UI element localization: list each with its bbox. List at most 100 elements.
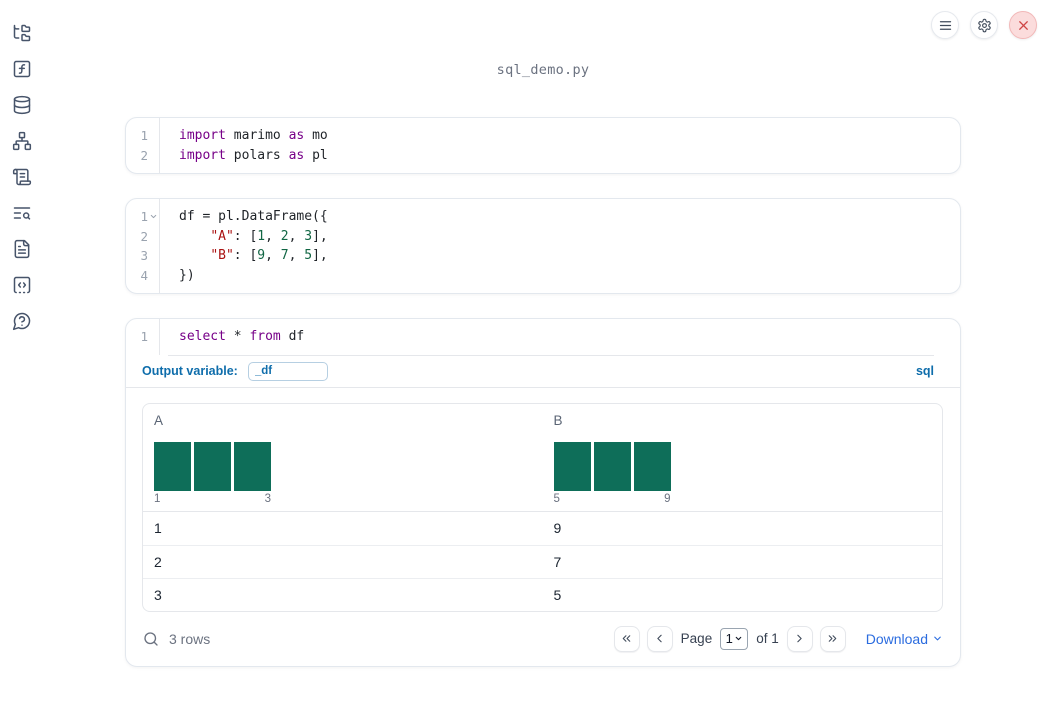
code-token: import [179,147,226,163]
column-header-a[interactable]: A 1 3 [143,404,543,511]
table-cell: 3 [154,586,162,603]
code-line: 1 import marimo as mo [126,126,960,146]
row-count: 3 rows [169,630,211,647]
code-token: , [265,228,281,244]
code-token: "B" [210,248,234,264]
sql-editor[interactable]: 1 select * from df [126,319,960,355]
code-token: : [ [233,228,258,244]
code-line: 3 "B": [9, 7, 5], [126,246,960,266]
close-icon [1018,20,1028,30]
fold-chevron-icon[interactable] [148,212,159,221]
download-label: Download [865,630,928,647]
code-token: "A" [210,228,234,244]
settings-button[interactable] [970,11,998,39]
scroll-text-icon[interactable] [12,167,32,187]
shutdown-button[interactable] [1009,11,1037,39]
sql-language-badge: sql [915,364,934,378]
sql-cell-footer: Output variable: sql [126,356,960,387]
code-token: 5 [304,248,313,264]
notebook-filename: sql_demo.py [496,62,590,78]
line-number: 1 [140,128,148,144]
code-token: import [179,128,226,144]
page-select-value: 1 [725,631,733,646]
prev-page-button[interactable] [646,625,673,652]
code-token: , [265,248,281,264]
pagination: Page 1 of 1 Download [613,625,943,652]
next-page-button[interactable] [786,625,813,652]
file-tree-icon[interactable] [12,23,32,43]
code-token: df [280,329,305,345]
table-row: 2 7 [143,544,942,578]
code-token: marimo [225,128,289,144]
histogram-bar [234,441,271,491]
chevron-right-icon [797,634,802,643]
notebook-actions [931,11,1037,39]
line-number: 4 [140,267,148,283]
file-text-icon[interactable] [12,239,32,259]
histogram-min-label: 5 [553,492,560,505]
code-line: 2 import polars as pl [126,146,960,166]
column-header-b[interactable]: B 5 9 [543,404,943,511]
code-editor[interactable]: 1 import marimo as mo 2 import polars as… [126,118,960,173]
code-token: : [ [233,248,258,264]
line-number: 2 [140,228,148,244]
page-of-label: of 1 [756,631,779,646]
code-token: select [179,329,226,345]
helper-panel-sidebar [0,0,44,713]
code-square-dashed-icon[interactable] [12,275,32,295]
column-name: B [553,412,563,428]
code-token: 9 [257,248,266,264]
table-cell: 2 [154,553,162,570]
table-cell: 5 [553,586,562,603]
code-token: from [249,329,281,345]
last-page-button[interactable] [819,625,846,652]
line-number: 1 [140,209,148,225]
column-histogram: 5 9 [553,441,671,505]
network-icon[interactable] [12,131,32,151]
code-token [179,248,210,263]
output-variable-input[interactable] [247,361,328,381]
code-line: 1 df = pl.DataFrame({ [126,207,960,227]
histogram-bar [553,441,591,491]
text-search-icon[interactable] [12,203,32,223]
table-body: 1 9 2 7 3 5 [143,510,942,611]
column-histogram: 1 3 [154,441,271,505]
histogram-max-label: 3 [264,492,271,505]
select-caret-icon [735,636,742,641]
page-select[interactable]: 1 [720,627,749,650]
download-button[interactable]: Download [866,631,943,647]
first-page-button[interactable] [613,625,640,652]
notebook-main: sql_demo.py 1 import marimo as mo 2 impo… [125,0,961,667]
menu-button[interactable] [931,11,959,39]
function-square-icon[interactable] [12,59,32,79]
code-token [179,229,210,244]
code-token: 1 [257,228,266,244]
code-token: ], [312,228,328,244]
table-row: 3 5 [143,577,942,611]
editor-divider [168,354,934,356]
search-icon[interactable] [142,630,160,648]
histogram-min-label: 1 [154,492,161,505]
histogram-bar [194,441,231,491]
code-token: df = pl.DataFrame({ [179,209,328,225]
histogram-bar [154,441,191,491]
help-bubble-icon[interactable] [12,311,32,331]
table-row: 1 9 [143,512,942,545]
gutter-divider [159,319,160,355]
line-number: 2 [140,147,148,163]
database-icon[interactable] [12,95,32,115]
table-cell: 9 [553,520,562,536]
line-number: 3 [140,248,148,264]
code-token: as [288,128,305,144]
code-line: 2 "A": [1, 2, 3], [126,227,960,247]
code-editor[interactable]: 1 df = pl.DataFrame({ 2 "A": [1, 2, 3], … [126,199,960,293]
gutter-divider [159,118,160,173]
chevrons-right-icon [828,635,837,642]
code-token: polars [225,147,289,163]
chevron-left-icon [657,634,662,643]
code-token: mo [304,128,328,144]
column-name: A [154,412,164,428]
code-token: , [288,248,305,264]
code-token: as [288,147,305,163]
code-line: 1 select * from df [126,327,960,347]
